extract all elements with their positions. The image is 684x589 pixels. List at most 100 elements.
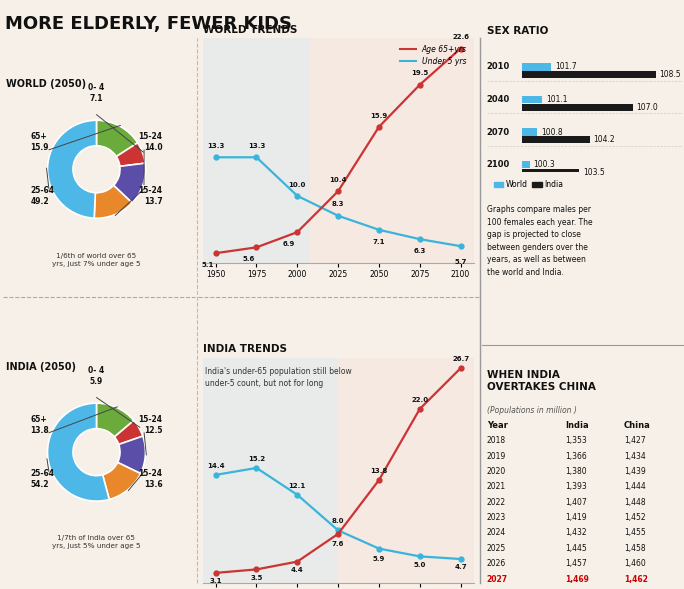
Text: 7.1: 7.1	[373, 239, 385, 245]
Bar	[338, 358, 473, 583]
Wedge shape	[114, 421, 143, 445]
Text: 1,419: 1,419	[565, 513, 587, 522]
Text: 25-64
54.2: 25-64 54.2	[30, 469, 54, 489]
Text: 2024: 2024	[487, 528, 506, 537]
Text: 13.8: 13.8	[370, 468, 388, 474]
Text: 5.0: 5.0	[414, 562, 426, 568]
Text: 19.5: 19.5	[411, 71, 428, 77]
Wedge shape	[96, 403, 134, 437]
Text: 13.3: 13.3	[248, 143, 265, 149]
Text: 2040: 2040	[487, 95, 510, 104]
Text: 15-24
13.6: 15-24 13.6	[139, 469, 163, 489]
Text: 2021: 2021	[487, 482, 506, 491]
Text: 15-24
13.7: 15-24 13.7	[139, 186, 163, 206]
Text: India's under-65 population still below
under-5 count, but not for long: India's under-65 population still below …	[205, 367, 352, 388]
Bar	[522, 161, 529, 168]
Text: 2020: 2020	[487, 467, 506, 476]
Text: 101.1: 101.1	[546, 95, 567, 104]
Text: WORLD (2050): WORLD (2050)	[6, 79, 86, 88]
Text: 2019: 2019	[487, 452, 506, 461]
Text: 1,455: 1,455	[624, 528, 646, 537]
Text: 3.1: 3.1	[209, 578, 222, 584]
Text: 10.0: 10.0	[289, 181, 306, 187]
Text: 2025: 2025	[487, 544, 506, 553]
Text: 65+
15.9: 65+ 15.9	[30, 133, 49, 153]
Text: SEX RATIO: SEX RATIO	[487, 26, 548, 36]
Text: 1,462: 1,462	[624, 575, 648, 584]
Text: 6.3: 6.3	[414, 248, 426, 254]
Text: 1,452: 1,452	[624, 513, 646, 522]
Text: Graphs compare males per
100 females each year. The
gap is projected to close
be: Graphs compare males per 100 females eac…	[487, 205, 592, 277]
Text: 2100: 2100	[487, 160, 510, 169]
Text: 108.5: 108.5	[659, 70, 681, 80]
Text: 1,432: 1,432	[565, 528, 587, 537]
Text: 5.1: 5.1	[201, 262, 213, 268]
Text: 2027: 2027	[487, 575, 508, 584]
Text: INDIA TRENDS: INDIA TRENDS	[202, 345, 287, 355]
Text: 1,393: 1,393	[565, 482, 587, 491]
Text: 1,380: 1,380	[565, 467, 587, 476]
Text: MORE ELDERLY, FEWER KIDS: MORE ELDERLY, FEWER KIDS	[5, 15, 293, 33]
Text: 14.4: 14.4	[207, 463, 224, 469]
Wedge shape	[116, 143, 145, 166]
Text: 1,469: 1,469	[565, 575, 589, 584]
Text: 8.0: 8.0	[332, 518, 344, 524]
Text: 1,448: 1,448	[624, 498, 646, 507]
Bar	[202, 38, 311, 263]
Text: 5.6: 5.6	[242, 256, 254, 262]
Text: 12.1: 12.1	[289, 483, 306, 489]
Text: 13.3: 13.3	[207, 143, 224, 149]
Text: 25-64
49.2: 25-64 49.2	[30, 186, 54, 206]
Text: 1,460: 1,460	[624, 559, 646, 568]
Text: 26.7: 26.7	[452, 356, 469, 362]
Text: 100.8: 100.8	[541, 127, 563, 137]
Wedge shape	[96, 120, 137, 157]
Text: 104.2: 104.2	[594, 135, 615, 144]
Bar	[522, 169, 579, 176]
Text: 4.4: 4.4	[291, 567, 304, 573]
Wedge shape	[114, 163, 146, 203]
Text: 1,434: 1,434	[624, 452, 646, 461]
Text: WORLD TRENDS: WORLD TRENDS	[202, 25, 297, 35]
Text: 0- 4
7.1: 0- 4 7.1	[88, 83, 105, 104]
Text: 15-24
12.5: 15-24 12.5	[139, 415, 163, 435]
Text: 2026: 2026	[487, 559, 506, 568]
Wedge shape	[118, 436, 146, 474]
Wedge shape	[47, 403, 109, 501]
Bar	[522, 136, 590, 143]
Text: 2010: 2010	[487, 62, 510, 71]
Bar	[522, 96, 542, 103]
Text: 65+
13.8: 65+ 13.8	[30, 415, 49, 435]
Bar	[311, 38, 473, 263]
Text: 1,366: 1,366	[565, 452, 587, 461]
Text: 3.5: 3.5	[250, 575, 263, 581]
Bar	[522, 128, 538, 135]
Text: India: India	[565, 421, 589, 430]
Wedge shape	[47, 120, 96, 218]
Text: 0- 4
5.9: 0- 4 5.9	[88, 366, 105, 386]
Text: 1,407: 1,407	[565, 498, 587, 507]
Text: 22.0: 22.0	[411, 397, 428, 403]
Text: 4.7: 4.7	[454, 564, 467, 570]
Text: 8.3: 8.3	[332, 201, 344, 207]
Text: 103.5: 103.5	[583, 168, 605, 177]
Text: 5.9: 5.9	[373, 556, 385, 562]
Text: 1,458: 1,458	[624, 544, 646, 553]
Text: 1,439: 1,439	[624, 467, 646, 476]
Text: 15.2: 15.2	[248, 456, 265, 462]
Text: (Populations in million ): (Populations in million )	[487, 406, 577, 415]
Text: 1,444: 1,444	[624, 482, 646, 491]
Text: 1,457: 1,457	[565, 559, 587, 568]
Text: INDIA (2050): INDIA (2050)	[6, 362, 76, 372]
Text: 2070: 2070	[487, 127, 510, 137]
Text: China: China	[624, 421, 650, 430]
Wedge shape	[94, 186, 132, 219]
Legend: Age 65+yrs, Under 5 yrs: Age 65+yrs, Under 5 yrs	[397, 42, 470, 70]
Bar	[522, 104, 633, 111]
Text: 15-24
14.0: 15-24 14.0	[139, 133, 163, 153]
Text: 6.9: 6.9	[283, 241, 295, 247]
Text: 2022: 2022	[487, 498, 506, 507]
Text: 101.7: 101.7	[555, 62, 577, 71]
Legend: World, India: World, India	[490, 177, 566, 192]
Wedge shape	[103, 462, 140, 499]
